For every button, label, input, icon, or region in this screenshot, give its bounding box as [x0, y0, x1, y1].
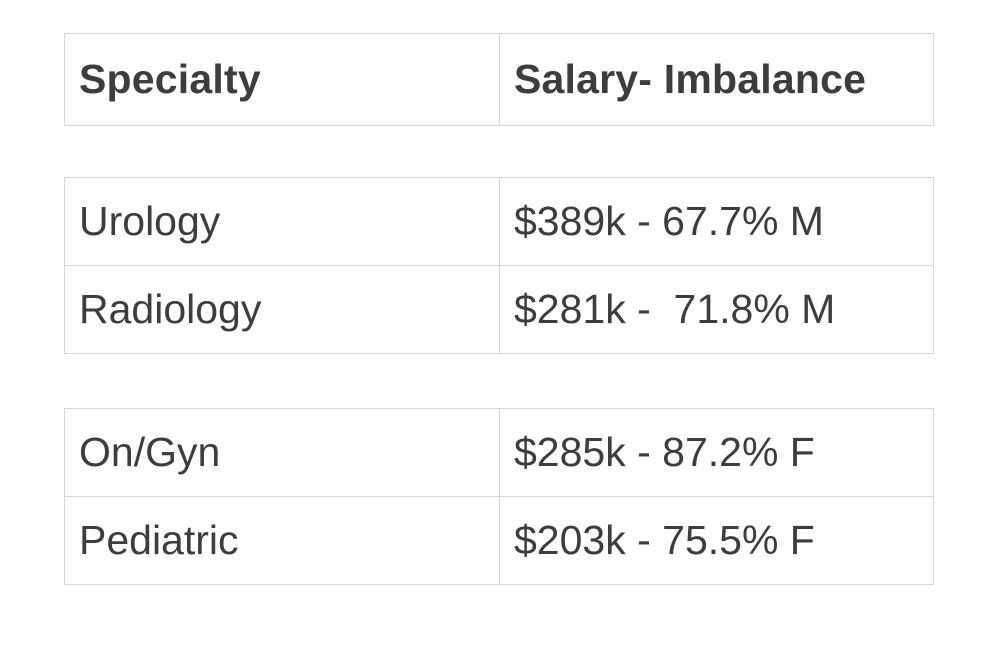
header-table: Specialty Salary- Imbalance [64, 33, 934, 126]
salary-imbalance-cell: $203k - 75.5% F [499, 496, 934, 585]
table-row: Radiology $281k - 71.8% M [64, 265, 934, 354]
header-specialty: Specialty [64, 33, 500, 126]
specialty-cell: Pediatric [64, 496, 500, 585]
male-dominated-group-table: Urology $389k - 67.7% M Radiology $281k … [64, 177, 934, 354]
salary-imbalance-cell: $281k - 71.8% M [499, 265, 934, 354]
specialty-cell: Radiology [64, 265, 500, 354]
salary-imbalance-cell: $285k - 87.2% F [499, 408, 934, 497]
header-row: Specialty Salary- Imbalance [64, 33, 934, 126]
specialty-cell: On/Gyn [64, 408, 500, 497]
table-row: Pediatric $203k - 75.5% F [64, 496, 934, 585]
header-salary-imbalance: Salary- Imbalance [499, 33, 934, 126]
salary-imbalance-cell: $389k - 67.7% M [499, 177, 934, 266]
female-dominated-group-table: On/Gyn $285k - 87.2% F Pediatric $203k -… [64, 408, 934, 585]
specialty-cell: Urology [64, 177, 500, 266]
table-row: On/Gyn $285k - 87.2% F [64, 408, 934, 497]
table-row: Urology $389k - 67.7% M [64, 177, 934, 266]
